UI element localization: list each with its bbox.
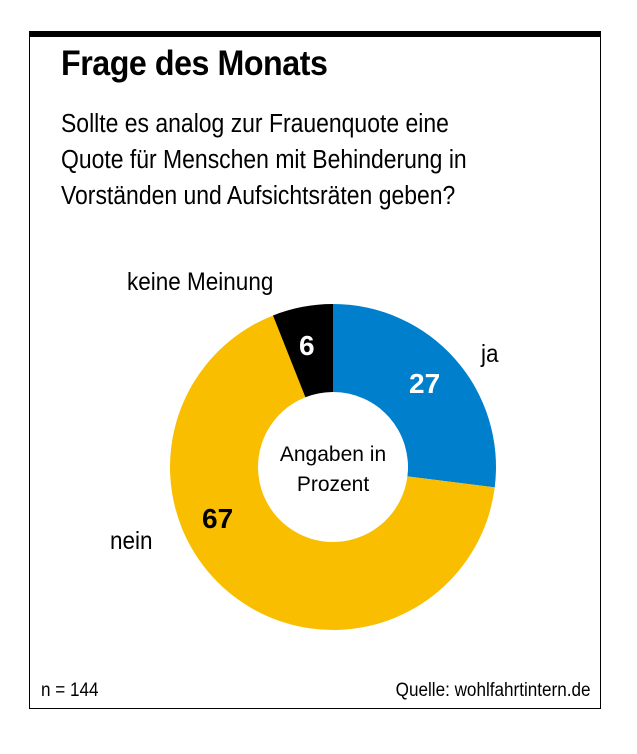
- center-label: Angaben in Prozent: [279, 443, 387, 496]
- slice-value-ja: 27: [409, 368, 441, 399]
- chart-title: Frage des Monats: [61, 44, 328, 83]
- slice-ja: [333, 304, 496, 488]
- slice-label-nein: nein: [110, 527, 153, 555]
- slice-value-keine-meinung: 6: [299, 330, 315, 361]
- slice-nein: [170, 315, 495, 631]
- chart-frame: [29, 31, 601, 709]
- slice-label-ja: ja: [481, 340, 499, 368]
- slice-label-keine-meinung: keine Meinung: [127, 268, 274, 296]
- sample-size: n = 144: [41, 680, 99, 701]
- slice-keine-meinung: [272, 304, 333, 398]
- slice-value-nein: 67: [202, 503, 234, 534]
- survey-question: Sollte es analog zur Frauenquote eine Qu…: [61, 110, 467, 210]
- source-credit: Quelle: wohlfahrtintern.de: [396, 680, 591, 701]
